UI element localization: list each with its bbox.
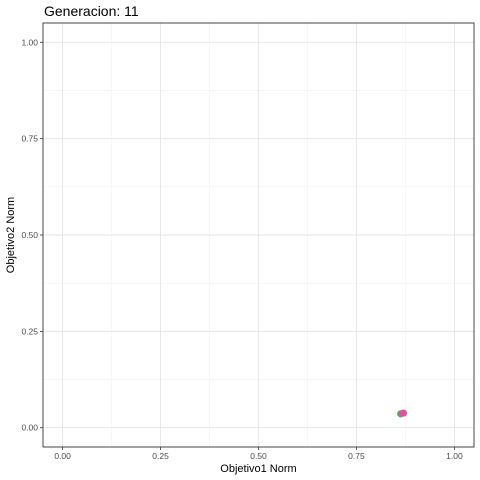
data-point: [400, 409, 407, 416]
x-tick-label: 0.25: [152, 451, 169, 461]
x-tick-label: 0.00: [54, 451, 71, 461]
y-tick-label: 0.75: [21, 134, 38, 144]
y-tick-label: 1.00: [21, 37, 38, 47]
x-tick-label: 1.00: [446, 451, 463, 461]
y-tick-label: 0.25: [21, 326, 38, 336]
x-tick-label: 0.50: [250, 451, 267, 461]
x-axis-title: Objetivo1 Norm: [220, 463, 296, 475]
y-axis-title: Objetivo2 Norm: [5, 197, 17, 273]
chart-title: Generacion: 11: [44, 3, 139, 19]
y-tick-label: 0.00: [21, 423, 38, 433]
y-tick-label: 0.50: [21, 230, 38, 240]
x-tick-label: 0.75: [348, 451, 365, 461]
